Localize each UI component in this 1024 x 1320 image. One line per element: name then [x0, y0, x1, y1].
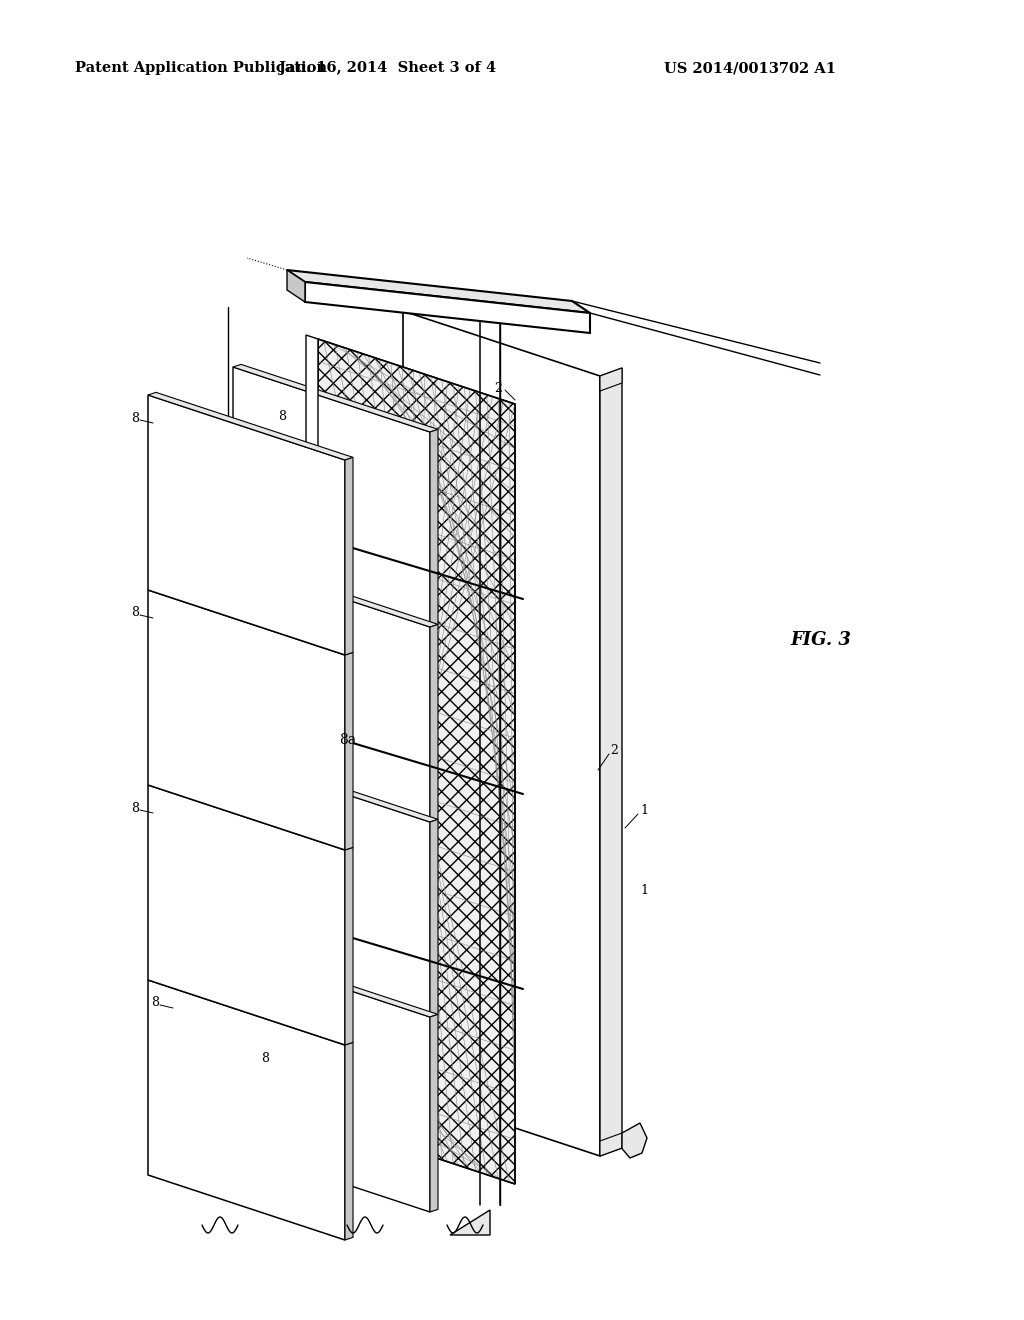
Polygon shape [600, 368, 622, 1156]
Text: 8a: 8a [339, 733, 356, 747]
Text: 8: 8 [278, 411, 286, 424]
Polygon shape [148, 590, 345, 850]
Polygon shape [430, 820, 438, 1016]
Polygon shape [345, 1043, 353, 1239]
Polygon shape [403, 312, 600, 1156]
Polygon shape [233, 754, 438, 822]
Text: Jan. 16, 2014  Sheet 3 of 4: Jan. 16, 2014 Sheet 3 of 4 [280, 61, 497, 75]
Polygon shape [318, 339, 515, 1184]
Polygon shape [233, 756, 430, 1016]
Polygon shape [306, 335, 318, 1119]
Polygon shape [233, 949, 438, 1016]
Text: 1: 1 [640, 804, 648, 817]
Text: 8: 8 [131, 801, 139, 814]
Polygon shape [430, 1014, 438, 1212]
Text: 8: 8 [151, 997, 159, 1010]
Polygon shape [233, 364, 438, 432]
Polygon shape [233, 560, 438, 627]
Polygon shape [148, 979, 345, 1239]
Text: 8: 8 [131, 412, 139, 425]
Text: 2: 2 [494, 381, 502, 395]
Polygon shape [148, 395, 345, 655]
Polygon shape [622, 1123, 647, 1158]
Polygon shape [345, 652, 353, 850]
Polygon shape [600, 1133, 622, 1156]
Text: Patent Application Publication: Patent Application Publication [75, 61, 327, 75]
Text: US 2014/0013702 A1: US 2014/0013702 A1 [664, 61, 836, 75]
Polygon shape [148, 785, 345, 1045]
Polygon shape [345, 457, 353, 655]
Polygon shape [233, 367, 430, 627]
Polygon shape [450, 1210, 490, 1236]
Polygon shape [600, 368, 622, 391]
Text: 1: 1 [640, 883, 648, 896]
Text: FIG. 3: FIG. 3 [790, 631, 851, 649]
Polygon shape [148, 392, 353, 459]
Polygon shape [233, 952, 430, 1212]
Polygon shape [287, 271, 590, 313]
Polygon shape [287, 271, 305, 302]
Polygon shape [430, 624, 438, 822]
Polygon shape [305, 282, 590, 333]
Text: 8: 8 [131, 606, 139, 619]
Text: 2: 2 [610, 743, 617, 756]
Text: 8: 8 [261, 1052, 269, 1064]
Polygon shape [345, 847, 353, 1045]
Polygon shape [233, 562, 430, 822]
Polygon shape [430, 429, 438, 627]
